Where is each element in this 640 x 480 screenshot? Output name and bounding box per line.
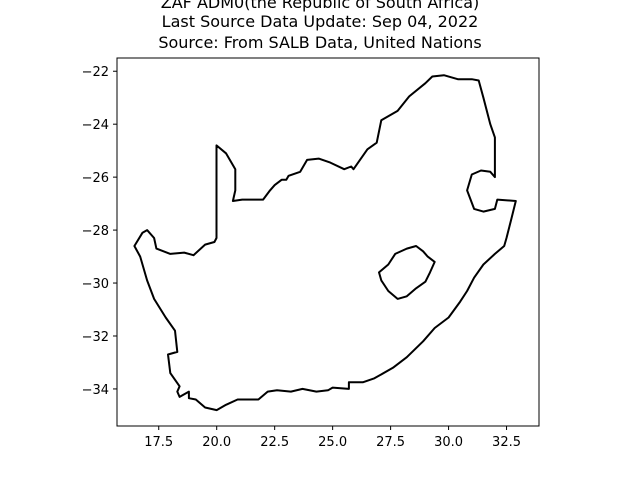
boundary-layer: [133, 74, 517, 412]
y-tick-label: −26: [82, 171, 109, 186]
x-tick-label: 32.5: [492, 435, 521, 450]
y-axis-ticks: −22 −24 −26 −28 −30 −32 −34: [82, 65, 117, 398]
y-tick-label: −22: [82, 65, 109, 80]
x-tick-label: 27.5: [376, 435, 405, 450]
y-tick-label: −30: [82, 277, 109, 292]
map-title-line-1: ZAF ADM0(the Republic of South Africa): [160, 0, 480, 12]
y-tick-label: −28: [82, 224, 109, 239]
map-title-line-2: Last Source Data Update: Sep 04, 2022: [161, 12, 479, 31]
map-title-line-3: Source: From SALB Data, United Nations: [158, 33, 482, 52]
x-tick-label: 22.5: [260, 435, 289, 450]
y-tick-label: −32: [82, 330, 109, 345]
x-tick-label: 25.0: [318, 435, 347, 450]
x-tick-label: 30.0: [434, 435, 463, 450]
x-tick-label: 17.5: [144, 435, 173, 450]
boundary-south-africa: [133, 74, 517, 412]
x-axis-ticks: 17.5 20.0 22.5 25.0 27.5 30.0 32.5: [144, 426, 521, 450]
x-tick-label: 20.0: [202, 435, 231, 450]
y-tick-label: −34: [82, 383, 109, 398]
y-tick-label: −24: [82, 118, 109, 133]
axes-frame: [116, 57, 540, 427]
boundary-lesotho: [378, 245, 436, 300]
